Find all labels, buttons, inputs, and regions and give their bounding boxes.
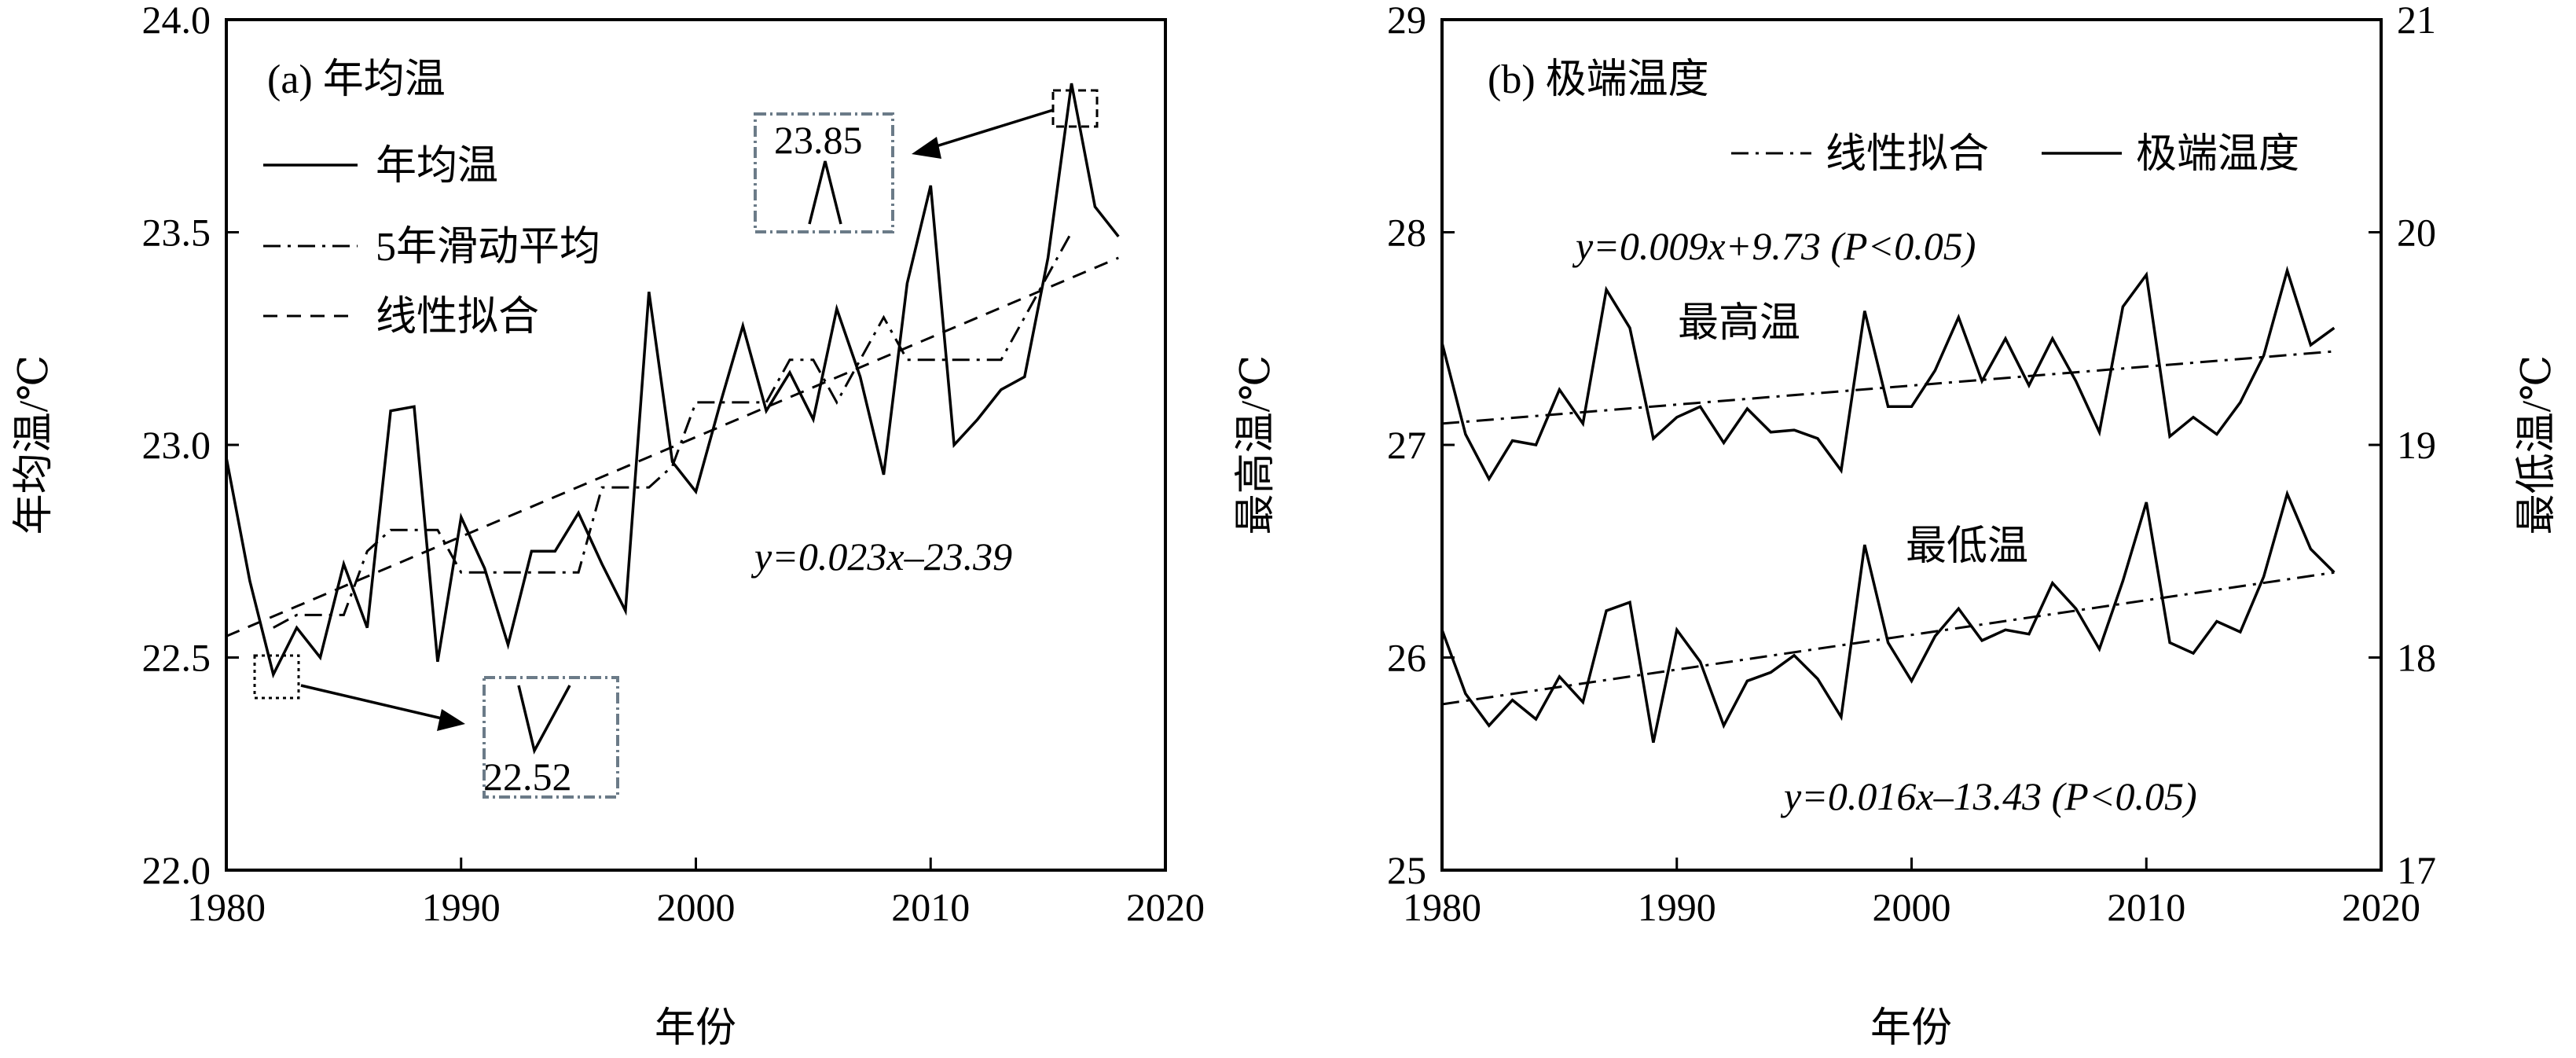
x-tick-label: 2010 (2107, 885, 2185, 929)
max-annotation: 23.85 (754, 89, 1099, 233)
max-arrow-head (912, 137, 941, 159)
right-y-tick-label: 20 (2397, 211, 2436, 255)
panel-a-y-ticks: 22.0 22.5 23.0 23.5 24.0 (142, 0, 239, 892)
y-tick-label: 22.0 (142, 848, 211, 892)
panel-a-series (225, 83, 1120, 679)
panel-a-y-axis-label: 年均温/℃ (12, 355, 57, 535)
y-tick-label: 23.5 (142, 211, 211, 255)
label-low: 最低温 (1906, 524, 2028, 569)
legend-fit-label: 线性拟合 (1826, 132, 1989, 177)
y-tick-label: 27 (1387, 423, 1426, 467)
panel-a-label: (a) 年均温 (267, 57, 446, 102)
min-marker-box (253, 654, 300, 700)
min-value-label: 22.52 (483, 755, 572, 799)
y-tick-label: 26 (1387, 636, 1426, 680)
min-zoom-box (483, 676, 619, 799)
right-y-tick-label: 21 (2397, 0, 2436, 42)
y-tick-label: 24.0 (142, 0, 211, 42)
panel-b-right-y-ticks: 17 18 19 20 21 (2369, 0, 2436, 892)
legend-annual-temp: 年均温 (376, 144, 498, 189)
min-zoom-shape (517, 685, 571, 755)
series-line-dashdot (1441, 350, 2335, 425)
panel-b-left-y-axis-label: 最高温/℃ (1234, 355, 1279, 535)
series-line-dashdot (1441, 571, 2335, 706)
max-zoom-box (754, 112, 894, 233)
min-arrow (300, 684, 453, 722)
panel-b-left-y-ticks: 25 26 27 28 29 (1387, 0, 1455, 892)
y-tick-label: 29 (1387, 0, 1426, 42)
x-tick-label: 1990 (422, 885, 501, 929)
legend-linear-fit: 线性拟合 (376, 295, 539, 340)
max-marker-box (1051, 89, 1099, 128)
panel-b-x-ticks: 1980 1990 2000 2010 2020 (1403, 858, 2420, 929)
x-tick-label: 2020 (1126, 885, 1205, 929)
panel-b: 1980 1990 2000 2010 2020 25 26 27 28 29 17 18 19 20… (1234, 0, 2559, 1051)
panel-b-x-axis-label: 年份 (1870, 1006, 1952, 1051)
right-y-tick-label: 19 (2397, 423, 2436, 467)
panel-a-legend: 年均温 5年滑动平均 线性拟合 (263, 144, 600, 340)
y-tick-label: 22.5 (142, 636, 211, 680)
y-tick-label: 25 (1387, 848, 1426, 892)
y-tick-label: 28 (1387, 211, 1426, 255)
right-y-tick-label: 18 (2397, 636, 2436, 680)
max-arrow (920, 108, 1054, 152)
label-high: 最高温 (1678, 301, 1800, 346)
panel-b-series (1440, 266, 2336, 744)
series-line-solid (1440, 489, 2336, 744)
y-tick-label: 23.0 (142, 423, 211, 467)
panel-a: 1980 1990 2000 2010 2020 22.0 22.5 23.0 23.5 24.… (12, 0, 1205, 1051)
x-tick-label: 2020 (2342, 885, 2420, 929)
x-tick-label: 1990 (1638, 885, 1716, 929)
equation-high: y=0.009x+9.73 (P<0.05) (1572, 224, 1976, 268)
panel-b-right-y-axis-label: 最低温/℃ (2515, 355, 2559, 535)
legend-moving-average: 5年滑动平均 (376, 225, 600, 270)
x-tick-label: 1980 (187, 885, 266, 929)
series-line-solid (225, 83, 1120, 679)
panel-a-equation: y=0.023x–23.39 (750, 535, 1012, 579)
panel-a-x-ticks: 1980 1990 2000 2010 2020 (187, 858, 1205, 929)
x-tick-label: 2000 (657, 885, 736, 929)
panel-a-x-axis-label: 年份 (655, 1006, 736, 1051)
max-zoom-shape (808, 160, 842, 225)
min-annotation: 22.52 (253, 654, 619, 799)
panel-b-label: (b) 极端温度 (1488, 57, 1709, 102)
panel-a-plot-frame (225, 18, 1167, 872)
series-line-solid (1440, 266, 2336, 482)
max-value-label: 23.85 (774, 118, 863, 162)
right-y-tick-label: 17 (2397, 848, 2436, 892)
x-tick-label: 1980 (1403, 885, 1481, 929)
equation-low: y=0.016x–13.43 (P<0.05) (1780, 774, 2197, 818)
series-line-dashed (226, 256, 1119, 637)
legend-extreme-label: 极端温度 (2136, 132, 2299, 177)
x-tick-label: 2010 (891, 885, 970, 929)
x-tick-label: 2000 (1873, 885, 1951, 929)
series-line-dashdot (273, 231, 1073, 629)
min-arrow-head (437, 709, 465, 731)
panel-b-legend: 线性拟合 极端温度 (1731, 132, 2299, 177)
